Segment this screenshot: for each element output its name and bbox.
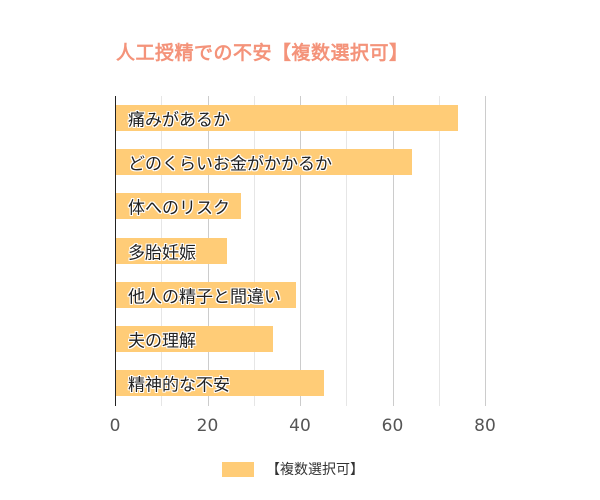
legend: 【複数選択可】: [222, 459, 364, 479]
legend-label: 【複数選択可】: [266, 462, 364, 478]
x-tick-label: 40: [289, 416, 311, 436]
gridline: [438, 96, 440, 406]
bar: 多胎妊娠: [116, 237, 227, 264]
gridline: [300, 96, 301, 406]
bar-label: 他人の精子と間違い: [128, 287, 281, 308]
bar: 体へのリスク: [116, 193, 241, 220]
gridline: [485, 96, 486, 406]
gridline: [392, 96, 394, 406]
plot-area: 痛みがあるかどのくらいお金がかかるか 体へのリスク 多胎妊娠他人の精子と間違い 夫の理…: [115, 96, 486, 406]
bar: 精神的な不安: [116, 370, 325, 397]
bar: 痛みがあるか: [116, 105, 459, 131]
bar-label: 体へのリスク: [128, 198, 230, 219]
chart-title: 人工授精での不安【複数選択可】: [116, 42, 409, 64]
bar: 夫の理解: [116, 326, 274, 352]
bar-label: どのくらいお金がかかるか: [128, 154, 332, 175]
bar: どのくらいお金がかかるか: [116, 149, 412, 176]
y-axis-line: [115, 96, 116, 406]
gridline: [346, 96, 348, 406]
bar-label: 夫の理解: [128, 331, 196, 352]
x-tick-label: 0: [109, 416, 121, 436]
x-tick-label: 80: [474, 416, 496, 436]
bar-label: 痛みがあるか: [128, 110, 230, 131]
bar: 他人の精子と間違い: [116, 281, 297, 308]
bar-label: 精神的な不安: [128, 375, 230, 396]
legend-swatch: [222, 461, 254, 477]
x-tick-label: 60: [381, 416, 404, 436]
gridline: [253, 96, 255, 406]
bar-label: 多胎妊娠: [128, 243, 196, 264]
x-tick-label: 20: [196, 416, 219, 436]
